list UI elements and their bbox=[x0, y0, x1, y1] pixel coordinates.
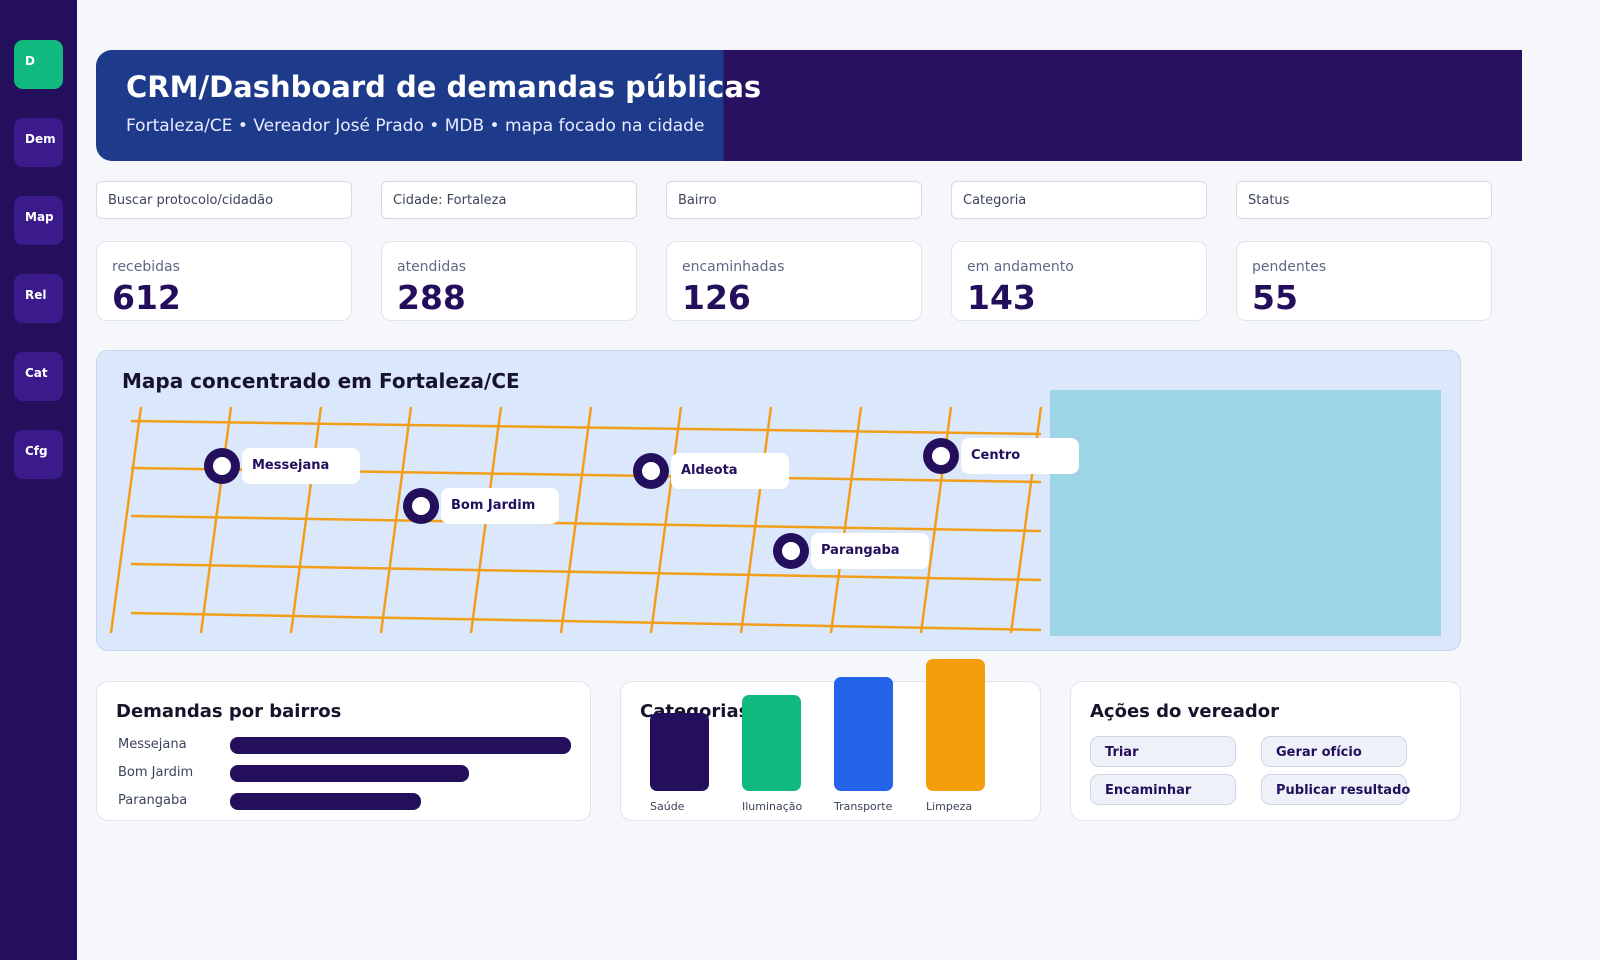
kpi-card-atendidas: atendidas 288 bbox=[381, 241, 637, 321]
category-bar-transporte bbox=[834, 677, 893, 791]
bar-label: Messejana bbox=[118, 737, 187, 752]
map-panel: Mapa concentrado em Fortaleza/CE Messeja… bbox=[96, 350, 1461, 651]
map-street bbox=[289, 406, 323, 634]
kpi-card-pendentes: pendentes 55 bbox=[1236, 241, 1492, 321]
category-bar-iluminacao bbox=[742, 695, 801, 791]
page-header: CRM/Dashboard de demandas públicas Forta… bbox=[96, 50, 1522, 161]
card-title: Ações do vereador bbox=[1090, 701, 1279, 722]
search-input[interactable]: Buscar protocolo/cidadão bbox=[96, 181, 352, 219]
neighborhood-bar bbox=[230, 737, 571, 754]
map-street bbox=[649, 406, 683, 634]
category-label: Limpeza bbox=[926, 800, 973, 813]
sidebar-item-dashboard[interactable]: D bbox=[14, 40, 63, 89]
map-marker-label[interactable]: Messejana bbox=[242, 448, 360, 484]
map-marker-bom-jardim[interactable] bbox=[403, 488, 439, 524]
category-bar-saude bbox=[650, 713, 709, 791]
kpi-value: 612 bbox=[112, 278, 181, 317]
kpi-label: em andamento bbox=[967, 259, 1074, 275]
gerar-oficio-button[interactable]: Gerar ofício bbox=[1261, 736, 1407, 767]
map-street bbox=[739, 406, 773, 634]
kpi-card-recebidas: recebidas 612 bbox=[96, 241, 352, 321]
map-street bbox=[559, 406, 593, 634]
page-subtitle: Fortaleza/CE • Vereador José Prado • MDB… bbox=[126, 116, 705, 136]
map-marker-parangaba[interactable] bbox=[773, 533, 809, 569]
map-marker-label[interactable]: Aldeota bbox=[671, 453, 789, 489]
map-marker-aldeota[interactable] bbox=[633, 453, 669, 489]
sidebar-item-demandas[interactable]: Dem bbox=[14, 118, 63, 167]
kpi-value: 126 bbox=[682, 278, 751, 317]
sidebar-item-relatorios[interactable]: Rel bbox=[14, 274, 63, 323]
publicar-resultado-button[interactable]: Publicar resultado bbox=[1261, 774, 1410, 805]
card-title: Demandas por bairros bbox=[116, 701, 342, 722]
triar-button[interactable]: Triar bbox=[1090, 736, 1236, 767]
neighborhood-bar bbox=[230, 765, 469, 782]
sidebar-item-configuracoes[interactable]: Cfg bbox=[14, 430, 63, 479]
map-marker-messejana[interactable] bbox=[204, 448, 240, 484]
map-streets[interactable] bbox=[97, 351, 1462, 652]
map-street bbox=[130, 611, 1042, 632]
kpi-value: 55 bbox=[1252, 278, 1298, 317]
map-marker-label[interactable]: Centro bbox=[961, 438, 1079, 474]
map-marker-centro[interactable] bbox=[923, 438, 959, 474]
kpi-label: atendidas bbox=[397, 259, 467, 275]
category-filter[interactable]: Categoria bbox=[951, 181, 1207, 219]
neighborhood-bar bbox=[230, 793, 421, 810]
neighborhoods-card: Demandas por bairros Messejana Bom Jardi… bbox=[96, 681, 591, 821]
kpi-card-em-andamento: em andamento 143 bbox=[951, 241, 1207, 321]
map-street bbox=[130, 514, 1042, 533]
map-street bbox=[829, 406, 863, 634]
encaminhar-button[interactable]: Encaminhar bbox=[1090, 774, 1236, 805]
category-label: Saúde bbox=[650, 800, 685, 813]
map-street bbox=[130, 419, 1042, 436]
kpi-value: 288 bbox=[397, 278, 466, 317]
kpi-value: 143 bbox=[967, 278, 1036, 317]
kpi-card-encaminhadas: encaminhadas 126 bbox=[666, 241, 922, 321]
sidebar-item-mapa[interactable]: Map bbox=[14, 196, 63, 245]
map-street bbox=[109, 406, 143, 634]
status-filter[interactable]: Status bbox=[1236, 181, 1492, 219]
map-title: Mapa concentrado em Fortaleza/CE bbox=[122, 369, 520, 393]
map-marker-label[interactable]: Bom Jardim bbox=[441, 488, 559, 524]
category-bar-limpeza bbox=[926, 659, 985, 791]
bar-label: Parangaba bbox=[118, 793, 188, 808]
actions-card: Ações do vereador Triar Gerar ofício Enc… bbox=[1070, 681, 1461, 821]
sidebar: D Dem Map Rel Cat Cfg bbox=[0, 0, 77, 960]
neighborhood-filter[interactable]: Bairro bbox=[666, 181, 922, 219]
page-title: CRM/Dashboard de demandas públicas bbox=[126, 70, 762, 104]
map-street bbox=[199, 406, 233, 634]
map-marker-label[interactable]: Parangaba bbox=[811, 533, 929, 569]
category-label: Transporte bbox=[834, 800, 893, 813]
kpi-label: recebidas bbox=[112, 259, 180, 275]
bar-label: Bom Jardim bbox=[118, 765, 194, 780]
map-street bbox=[379, 406, 413, 634]
city-filter[interactable]: Cidade: Fortaleza bbox=[381, 181, 637, 219]
kpi-label: pendentes bbox=[1252, 259, 1327, 275]
category-label: Iluminação bbox=[742, 800, 803, 813]
kpi-label: encaminhadas bbox=[682, 259, 785, 275]
map-street bbox=[130, 562, 1042, 582]
map-water-area[interactable] bbox=[1050, 390, 1441, 636]
sidebar-item-categorias[interactable]: Cat bbox=[14, 352, 63, 401]
